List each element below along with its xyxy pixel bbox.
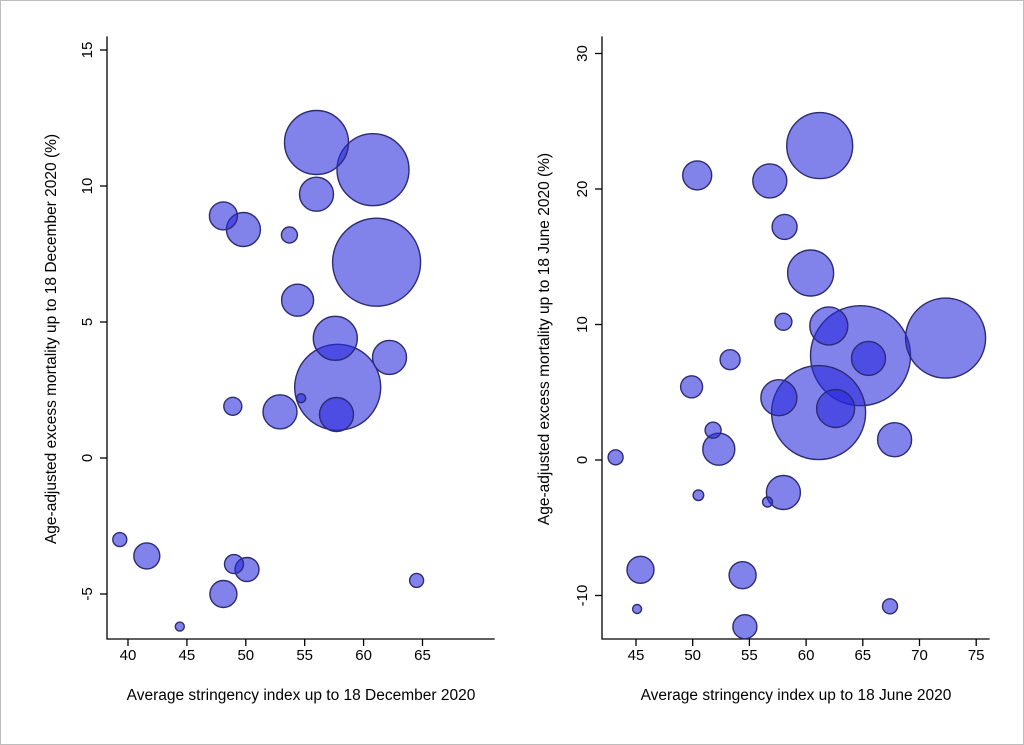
bubble: [786, 249, 835, 297]
bubble: [298, 176, 335, 212]
bubble: [702, 432, 736, 466]
bubble: [904, 297, 987, 379]
bubble: [331, 217, 422, 307]
bubble: [631, 603, 643, 615]
y-tick-label: 10: [574, 316, 591, 333]
x-tick-label: 60: [355, 647, 372, 664]
y-tick-label: -10: [574, 585, 591, 607]
left-panel: -5 0 5 10 15 40 45 50 55 60 65: [79, 36, 495, 664]
bubble: [732, 614, 758, 640]
bubble: [280, 226, 299, 244]
right-y-axis-title: Age-adjusted excess mortality up to 18 J…: [536, 153, 553, 525]
bubble: [112, 531, 128, 548]
x-tick-label: 50: [684, 647, 701, 664]
y-tick-label: 0: [574, 456, 591, 464]
bubble: [296, 393, 307, 404]
y-tick-label: 30: [574, 45, 591, 62]
bubble: [607, 449, 624, 466]
bubble: [262, 394, 298, 430]
bubble: [876, 422, 913, 458]
y-tick-label: 0: [79, 454, 96, 462]
bubble: [283, 109, 350, 176]
left-x-axis-title: Average stringency index up to 18 Decemb…: [127, 687, 476, 704]
y-tick-label: 10: [79, 178, 96, 195]
bubble: [771, 213, 798, 241]
bubble: [133, 542, 161, 570]
bubble: [815, 388, 856, 429]
bubble: [761, 496, 774, 508]
left-y-axis-title: Age-adjusted excess mortality up to 18 D…: [43, 134, 60, 544]
bubble: [408, 572, 425, 589]
x-tick-label: 60: [798, 647, 815, 664]
x-tick-label: 45: [628, 647, 645, 664]
x-tick-label: 55: [741, 647, 758, 664]
y-tick-label: -5: [79, 587, 96, 600]
bubble: [371, 339, 408, 376]
bubble: [728, 561, 757, 590]
x-tick-label: 40: [120, 647, 137, 664]
bubble: [209, 579, 238, 609]
bubble: [765, 474, 802, 511]
bubble: [752, 163, 788, 199]
right-panel: -10 0 10 20 30 45 50 55 60 65 70 75: [574, 36, 990, 664]
bubble: [223, 396, 243, 416]
bubble: [881, 598, 899, 615]
x-tick-label: 70: [911, 647, 928, 664]
bubble: [704, 421, 722, 439]
x-tick-label: 55: [296, 647, 313, 664]
axis-lines: [106, 36, 495, 640]
bubble: [786, 111, 854, 180]
bubble: [312, 315, 358, 361]
bubble: [208, 201, 239, 231]
x-tick-label: 45: [179, 647, 196, 664]
bubble: [809, 306, 849, 346]
bubble: [719, 349, 741, 371]
bubble: [626, 555, 655, 584]
bubble: [850, 340, 887, 377]
y-tick-label: 15: [79, 42, 96, 59]
x-tick-label: 75: [968, 647, 985, 664]
axis-lines: [601, 36, 990, 640]
y-tick-label: 5: [79, 318, 96, 326]
right-x-axis-title: Average stringency index up to 18 June 2…: [641, 687, 952, 704]
bubble: [336, 132, 410, 207]
bubble: [760, 379, 798, 417]
bubble: [174, 621, 186, 632]
x-tick-label: 65: [414, 647, 431, 664]
bubble: [280, 283, 315, 317]
x-tick-label: 50: [237, 647, 254, 664]
bubble: [682, 160, 713, 191]
y-tick-label: 20: [574, 181, 591, 198]
bubble: [318, 396, 355, 433]
bubble: [692, 489, 705, 502]
bubble: [679, 375, 704, 399]
x-tick-label: 65: [854, 647, 871, 664]
bubble: [774, 312, 793, 331]
bubble: [223, 553, 245, 575]
